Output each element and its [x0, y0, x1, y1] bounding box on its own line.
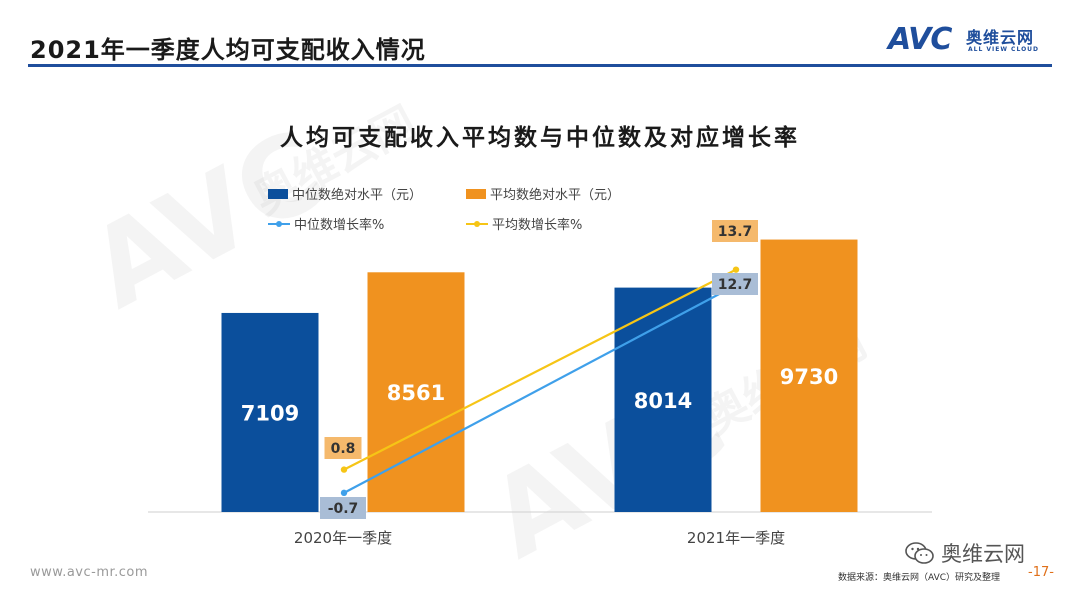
- wechat-account: 奥维云网: [905, 538, 1025, 568]
- brand-logo: AVC 奥维云网 ALL VIEW CLOUD: [888, 22, 1058, 62]
- legend-swatch-mean-bar: [466, 188, 486, 199]
- footer-url: www.avc-mr.com: [30, 565, 149, 580]
- page-number: -17-: [1028, 565, 1054, 580]
- logo-en-text: ALL VIEW CLOUD: [968, 46, 1040, 53]
- legend-item-mean-bar: 平均数绝对水平（元）: [466, 184, 620, 203]
- legend-item-median-bar: 中位数绝对水平（元）: [268, 184, 422, 203]
- bar-median-label: 7109: [241, 401, 299, 425]
- mean-rate-label-box: [712, 220, 758, 242]
- logo-mark: AVC: [888, 22, 952, 57]
- x-tick-label: 2020年一季度: [294, 529, 392, 547]
- legend-swatch-mean-line: [466, 219, 488, 229]
- legend-label-median-bar: 中位数绝对水平（元）: [292, 188, 423, 203]
- mean-rate-label: 0.8: [331, 441, 356, 457]
- legend-item-median-line: 中位数增长率%: [268, 214, 384, 233]
- bar-mean-label: 9730: [780, 365, 838, 389]
- median-rate-point: [340, 489, 348, 497]
- legend-item-mean-line: 平均数增长率%: [466, 214, 582, 233]
- chart-legend: 中位数绝对水平（元） 平均数绝对水平（元） 中位数增长率% 平均数增长率%: [268, 184, 688, 240]
- median-rate-label-box: [712, 273, 758, 295]
- header-divider: [28, 64, 1052, 67]
- median-rate-label: 12.7: [718, 277, 753, 293]
- chart-title: 人均可支配收入平均数与中位数及对应增长率: [280, 125, 800, 151]
- mean-rate-point: [732, 266, 740, 273]
- median-rate-label-box: [320, 497, 366, 519]
- wechat-name: 奥维云网: [941, 542, 1025, 566]
- legend-swatch-median-bar: [268, 188, 288, 199]
- mean-rate-label-box: [324, 437, 362, 459]
- bar-median: [221, 312, 319, 512]
- bar-mean: [760, 239, 858, 512]
- legend-label-median-line: 中位数增长率%: [294, 218, 385, 233]
- median-rate-label: -0.7: [328, 501, 359, 517]
- page-title: 2021年一季度人均可支配收入情况: [30, 36, 426, 64]
- logo-cn-text: 奥维云网: [966, 28, 1035, 47]
- bar-median-label: 8014: [634, 389, 692, 413]
- mean-rate-point: [340, 466, 348, 473]
- wechat-icon: [905, 542, 934, 564]
- x-tick-label: 2021年一季度: [687, 529, 785, 547]
- legend-label-mean-line: 平均数增长率%: [492, 218, 583, 233]
- mean-rate-label: 13.7: [718, 224, 753, 240]
- median-rate-line: [343, 284, 737, 494]
- data-source: 数据来源：奥维云网（AVC）研究及整理: [838, 573, 1001, 583]
- bar-mean-label: 8561: [387, 381, 445, 405]
- legend-swatch-median-line: [268, 219, 290, 229]
- mean-rate-line: [343, 268, 737, 471]
- legend-label-mean-bar: 平均数绝对水平（元）: [490, 188, 621, 203]
